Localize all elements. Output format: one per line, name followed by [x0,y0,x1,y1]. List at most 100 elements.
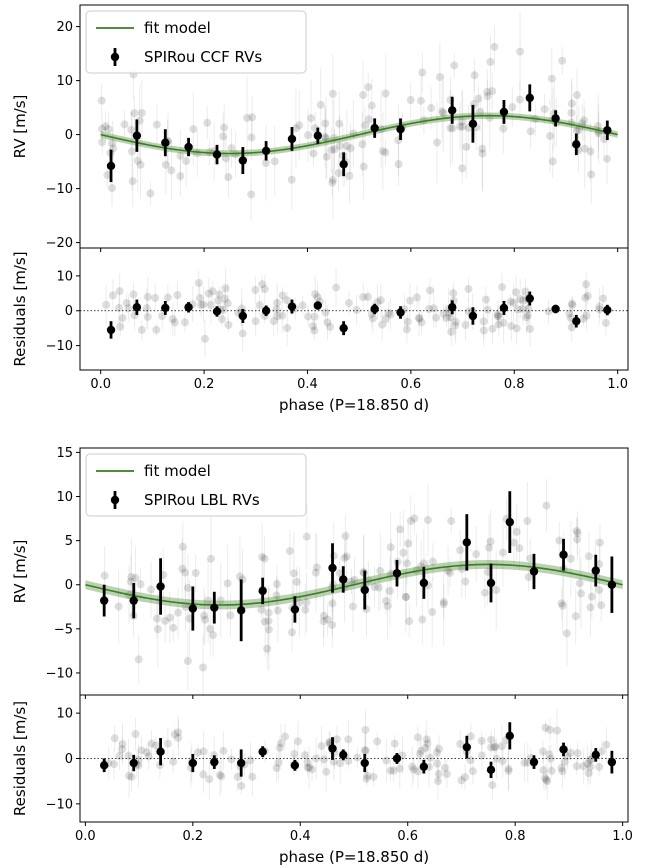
data-point [99,761,109,770]
faint-point [381,148,390,157]
y-tick-label: 5 [65,534,73,549]
faint-point [118,314,127,323]
faint-point [304,131,313,140]
y-axis-label: RV [m/s] [11,540,29,604]
legend-swatch-point [110,495,120,505]
faint-point [127,572,136,581]
faint-point [409,765,418,774]
y-tick-label: 10 [56,74,73,89]
faint-point [524,304,533,313]
faint-point [362,774,371,783]
faint-point [321,119,330,128]
data-point [448,303,457,312]
faint-point [447,327,456,336]
data-point [559,550,568,559]
faint-point [432,748,441,757]
faint-point [147,739,156,748]
fit-model-curve [100,114,618,155]
faint-point [199,300,208,309]
faint-point [427,104,436,113]
faint-point [174,608,183,617]
y-tick-label: 0 [65,578,73,593]
faint-point [542,775,551,784]
faint-point [477,751,486,760]
faint-point [344,757,353,766]
faint-point [200,611,209,620]
faint-point [523,516,532,525]
y-tick-label: 10 [56,269,73,284]
faint-point [272,305,281,314]
faint-point [448,124,457,133]
y-axis-label: Residuals [m/s] [11,251,29,366]
faint-point [444,566,453,575]
faint-point [231,150,240,159]
faint-point [506,297,515,306]
faint-point [289,569,298,578]
faint-point [97,96,106,105]
data-point [339,323,348,333]
x-tick-label: 1.0 [607,377,628,392]
faint-point [174,733,183,742]
faint-point [178,542,187,551]
faint-point [287,175,296,184]
x-tick-label: 0.4 [297,377,318,392]
faint-point [260,285,269,294]
y-tick-label: 10 [56,490,73,505]
data-point [462,742,472,752]
faint-point [103,171,112,180]
faint-point [246,756,255,765]
x-tick-label: 0.0 [90,377,111,392]
faint-point [118,740,127,749]
faint-point [578,119,587,128]
faint-point [540,105,549,114]
data-point [313,301,323,310]
faint-point [557,599,566,608]
faint-point [307,114,316,123]
data-point [106,325,116,335]
data-point [236,758,246,768]
faint-point [417,746,426,755]
data-point [156,582,165,591]
faint-point [165,613,174,622]
faint-point [115,303,124,312]
faint-point [131,730,140,739]
data-point [392,754,402,763]
faint-point [498,548,507,557]
faint-point [346,144,355,153]
faint-point [116,322,125,331]
faint-point [456,739,465,748]
faint-point [493,312,502,321]
faint-point [283,324,292,333]
faint-point [499,318,508,327]
faint-point [545,131,554,140]
faint-point [406,96,415,105]
faint-point [547,74,556,83]
faint-point [484,543,493,552]
faint-point [451,317,460,326]
faint-point [167,166,176,175]
faint-point [227,755,236,764]
faint-point [269,317,278,326]
faint-point [200,615,209,624]
faint-point [373,737,382,746]
faint-point [418,68,427,77]
faint-point [386,543,395,552]
faint-point [326,322,335,331]
faint-point [432,313,441,322]
faint-point [384,308,393,317]
faint-point [374,583,383,592]
data-point [258,586,267,596]
faint-point [488,781,497,790]
data-point [129,596,138,605]
faint-point [508,103,517,112]
data-point [287,134,297,144]
faint-point [394,160,403,169]
faint-point [486,57,495,66]
faint-point [247,133,256,142]
legend-entry-data: SPIRou CCF RVs [144,48,262,66]
faint-point [316,100,325,109]
faint-point [330,145,339,154]
faint-point [405,617,414,626]
faint-point [546,754,555,763]
faint-point [108,139,117,148]
